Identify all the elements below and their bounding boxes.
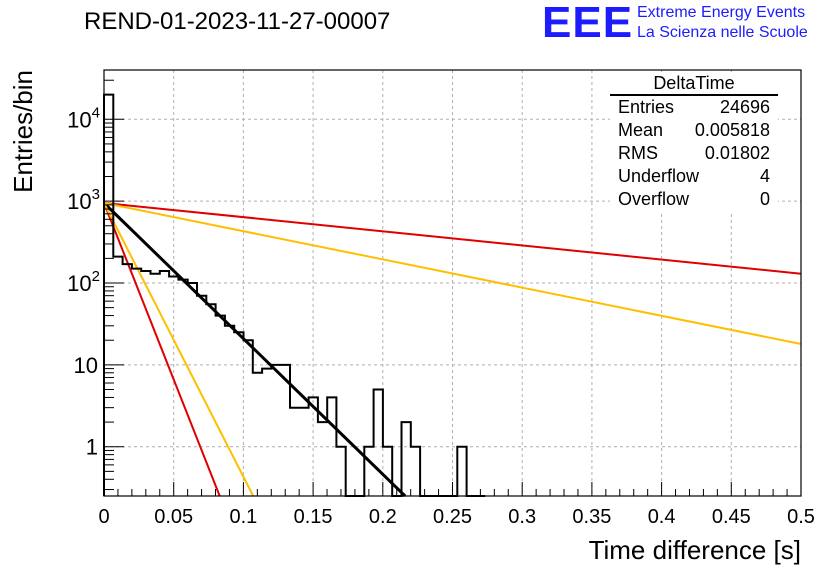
logo-line-2: La Scienza nelle Scuole xyxy=(637,24,808,41)
stats-row: Entries 24696 xyxy=(610,96,778,119)
stats-title: DeltaTime xyxy=(610,72,778,96)
x-tick-label: 0.2 xyxy=(369,506,397,528)
stats-label: Mean xyxy=(618,120,664,140)
x-tick-label: 0.5 xyxy=(787,506,815,528)
y-axis-label: Entries/bin xyxy=(8,70,38,193)
stats-value: 0.005818 xyxy=(694,120,770,140)
stats-row: Mean 0.005818 xyxy=(610,119,778,142)
stats-label: Overflow xyxy=(618,189,690,209)
stats-value: 0 xyxy=(759,189,770,209)
stats-row: RMS 0.01802 xyxy=(610,142,778,165)
series-line xyxy=(103,202,221,497)
y-tick-label: 104 xyxy=(67,104,100,132)
x-tick-label: 0.35 xyxy=(572,506,611,528)
histogram-outline xyxy=(103,93,486,497)
stats-row: Underflow 4 xyxy=(610,165,778,188)
grid xyxy=(104,70,801,496)
x-axis: 0 0.05 0.1 0.15 0.2 0.25 0.3 0.35 0.4 0.45 0.5 xyxy=(98,482,815,528)
x-axis-label: Time difference [s] xyxy=(589,535,801,565)
stats-box: DeltaTime Entries 24696 Mean 0.005818 RM… xyxy=(610,72,778,211)
x-tick-label: 0.3 xyxy=(508,506,536,528)
series-line xyxy=(103,202,255,497)
x-tick-label: 0.15 xyxy=(294,506,333,528)
x-tick-label: 0.05 xyxy=(154,506,193,528)
stats-label: Entries xyxy=(618,97,675,117)
x-tick-label: 0.4 xyxy=(648,506,676,528)
x-tick-label: 0.1 xyxy=(229,506,257,528)
y-tick-label: 1 xyxy=(86,435,98,460)
x-tick-label: 0 xyxy=(98,506,109,528)
x-tick-label: 0.45 xyxy=(712,506,751,528)
y-tick-label: 10 xyxy=(74,353,98,378)
y-tick-label: 102 xyxy=(67,268,100,296)
stats-label: RMS xyxy=(618,143,658,163)
stats-value: 24696 xyxy=(719,97,770,117)
x-tick-label: 0.25 xyxy=(433,506,472,528)
y-axis: 1 10 102 103 104 xyxy=(67,69,124,491)
histogram xyxy=(103,93,486,497)
eee-logo: EEE xyxy=(542,0,634,47)
stats-value: 4 xyxy=(759,166,770,186)
series-line xyxy=(102,201,407,498)
series-line xyxy=(103,202,802,345)
fit-lines xyxy=(102,201,802,498)
stats-row: Overflow 0 xyxy=(610,188,778,211)
chart-title: REND-01-2023-11-27-00007 xyxy=(84,8,391,35)
series-line xyxy=(103,202,802,275)
stats-label: Underflow xyxy=(618,166,700,186)
stats-value: 0.01802 xyxy=(704,143,770,163)
logo-line-1: Extreme Energy Events xyxy=(637,4,806,21)
y-tick-label: 103 xyxy=(67,186,100,214)
